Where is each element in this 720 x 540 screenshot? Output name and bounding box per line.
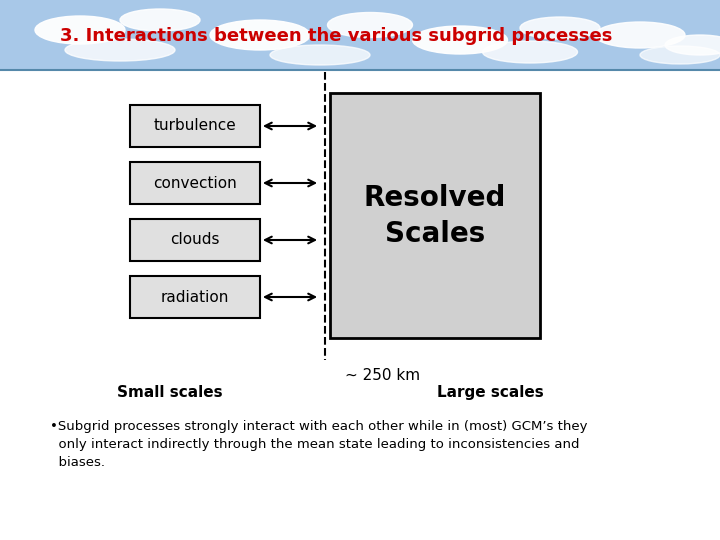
Text: Small scales: Small scales <box>117 385 222 400</box>
Bar <box>130 162 260 204</box>
Text: 3. Interactions between the various subgrid processes: 3. Interactions between the various subg… <box>60 28 613 45</box>
Ellipse shape <box>595 22 685 48</box>
Text: radiation: radiation <box>161 289 229 305</box>
Ellipse shape <box>640 46 720 64</box>
Text: Scales: Scales <box>385 219 485 247</box>
Ellipse shape <box>270 45 370 65</box>
Bar <box>130 105 260 147</box>
Ellipse shape <box>665 35 720 55</box>
Text: clouds: clouds <box>170 233 220 247</box>
Ellipse shape <box>65 39 175 61</box>
Ellipse shape <box>413 26 508 54</box>
Ellipse shape <box>210 20 310 50</box>
Text: convection: convection <box>153 176 237 191</box>
Bar <box>330 93 540 338</box>
Text: •Subgrid processes strongly interact with each other while in (most) GCM’s they
: •Subgrid processes strongly interact wit… <box>50 420 588 469</box>
Text: Resolved: Resolved <box>364 184 506 212</box>
Bar <box>0 0 720 70</box>
Ellipse shape <box>120 9 200 31</box>
Bar <box>130 219 260 261</box>
Bar <box>130 276 260 318</box>
Text: ~ 250 km: ~ 250 km <box>345 368 420 383</box>
Ellipse shape <box>35 16 125 44</box>
Ellipse shape <box>328 12 413 37</box>
Text: Large scales: Large scales <box>436 385 544 400</box>
Text: turbulence: turbulence <box>153 118 236 133</box>
Ellipse shape <box>482 41 577 63</box>
Ellipse shape <box>520 17 600 39</box>
